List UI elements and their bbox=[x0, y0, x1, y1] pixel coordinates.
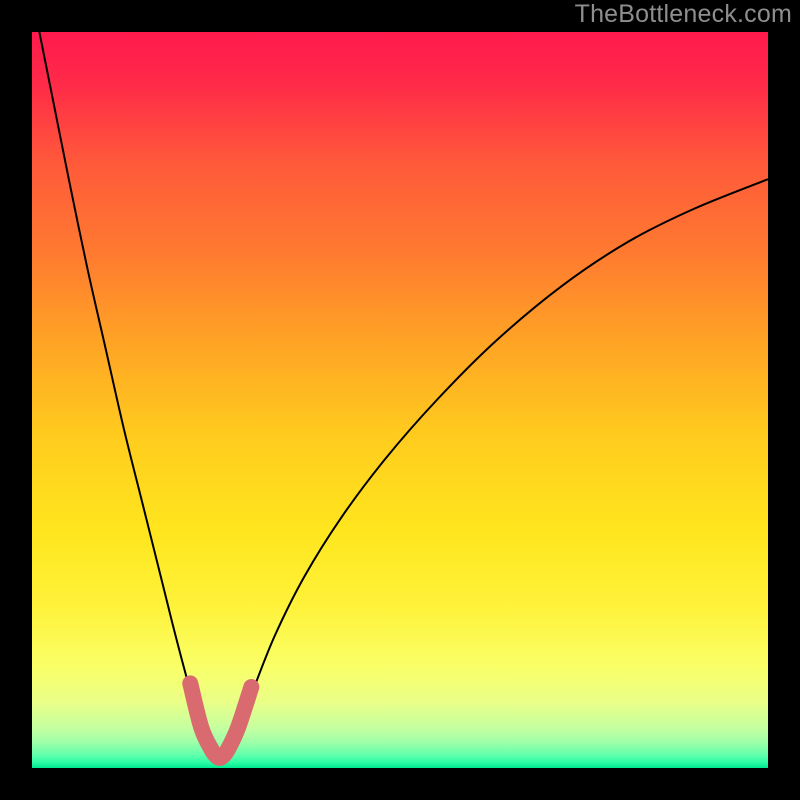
bottleneck-chart bbox=[0, 0, 800, 800]
stage: TheBottleneck.com bbox=[0, 0, 800, 800]
plot-background bbox=[32, 32, 768, 768]
watermark-text: TheBottleneck.com bbox=[575, 0, 792, 29]
